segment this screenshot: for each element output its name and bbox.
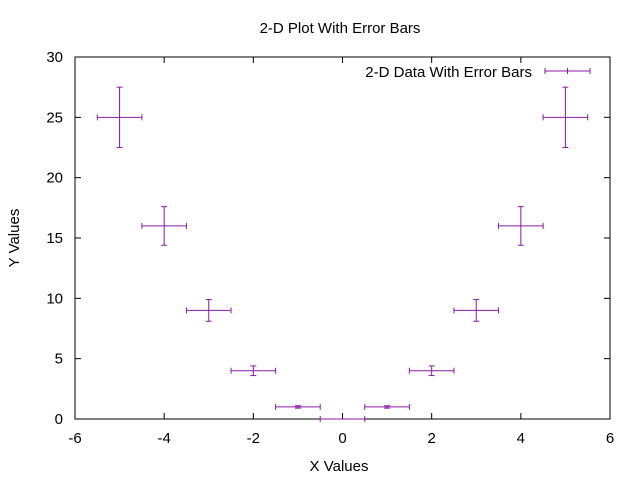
legend-sample [544, 68, 591, 74]
plot-frame [74, 56, 611, 420]
x-axis: -6 -4 -2 0 2 4 6 [68, 57, 614, 447]
data-point [230, 365, 277, 377]
data-point [453, 299, 500, 322]
x-axis-title: X Values [310, 458, 369, 475]
x-tick-label: -4 [157, 430, 170, 447]
y-axis-title: Y Values [6, 209, 23, 268]
y-tick-label: 15 [46, 230, 63, 247]
y-tick-label: 30 [46, 49, 63, 66]
y-tick-label: 0 [55, 411, 63, 428]
legend: 2-D Data With Error Bars [365, 64, 591, 81]
x-tick-label: -6 [68, 430, 81, 447]
x-tick-label: -2 [247, 430, 260, 447]
x-tick-label: 2 [427, 430, 435, 447]
y-tick-label: 25 [46, 109, 63, 126]
chart-title: 2-D Plot With Error Bars [260, 20, 421, 37]
data-point [96, 86, 143, 148]
y-tick-label: 5 [55, 351, 63, 368]
y-axis: 0 5 10 15 20 25 30 [46, 49, 610, 428]
data-series [96, 86, 589, 422]
data-point [141, 206, 187, 246]
data-point [542, 86, 589, 148]
y-tick-label: 20 [46, 170, 63, 187]
data-point [498, 206, 544, 246]
data-point [408, 365, 455, 377]
data-point [275, 403, 321, 410]
legend-label: 2-D Data With Error Bars [365, 64, 532, 81]
data-point [185, 299, 232, 322]
data-point [319, 416, 366, 422]
y-tick-label: 10 [46, 290, 63, 307]
x-tick-label: 4 [517, 430, 525, 447]
x-tick-label: 0 [338, 430, 346, 447]
x-tick-label: 6 [606, 430, 614, 447]
data-point [364, 403, 410, 410]
